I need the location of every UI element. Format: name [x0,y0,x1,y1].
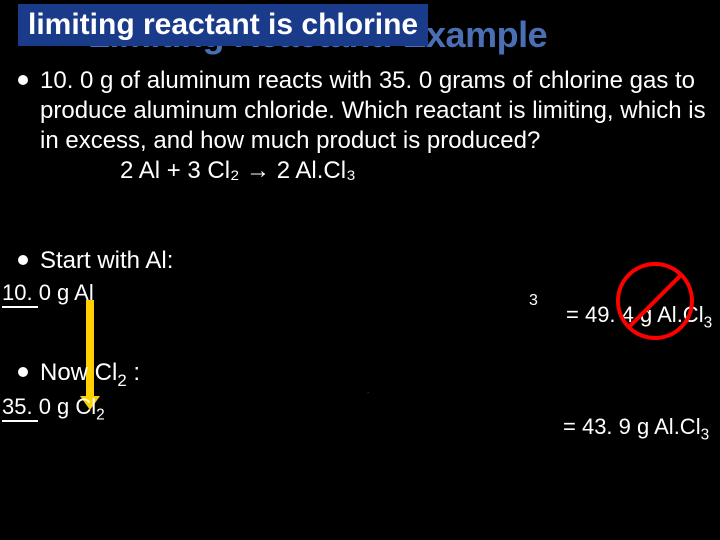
bullet-text: Now Cl2 : [40,358,140,392]
bullet-start-al: Start with Al: [18,246,173,276]
bullet-now-cl2: Now Cl2 : [18,358,140,392]
bullet-dot-icon [18,75,28,85]
bullet-text: 10. 0 g of aluminum reacts with 35. 0 gr… [40,66,718,186]
fraction-bar [2,306,38,308]
limiting-reactant-banner: limiting reactant is chlorine [18,4,428,46]
result-cl: = 43. 9 g Al.Cl3 [563,414,709,444]
stray-subscript-3: 3 [529,292,538,310]
bullet-dot-icon [18,367,28,377]
calc-line-al: 10. 0 g Al [2,280,94,306]
fraction-bar [2,420,38,422]
tiny-red-mark: - [367,388,370,397]
bullet-text: Start with Al: [40,246,173,276]
bullet-problem-statement: 10. 0 g of aluminum reacts with 35. 0 gr… [18,66,718,186]
bullet-dot-icon [18,255,28,265]
